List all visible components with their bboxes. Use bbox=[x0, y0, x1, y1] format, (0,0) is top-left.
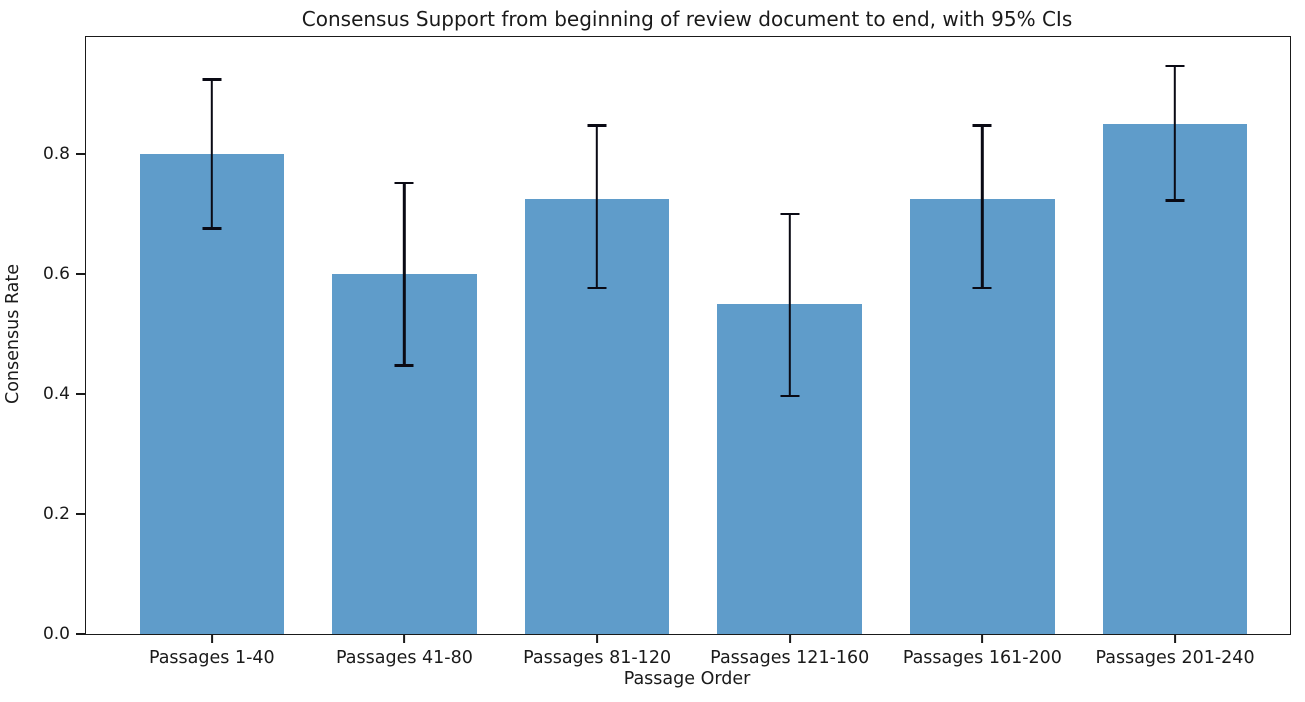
error-cap-lower-passages-81-120 bbox=[587, 286, 607, 290]
x-tick-mark bbox=[210, 634, 213, 643]
y-tick-label: 0.8 bbox=[42, 144, 70, 164]
error-cap-upper-passages-201-240 bbox=[1165, 64, 1185, 68]
x-tick-label-passages-1-40: Passages 1-40 bbox=[148, 648, 275, 668]
error-cap-lower-passages-121-160 bbox=[780, 394, 800, 398]
y-tick-label: 0.6 bbox=[42, 264, 70, 284]
error-cap-upper-passages-41-80 bbox=[394, 181, 414, 185]
x-tick-label-passages-41-80: Passages 41-80 bbox=[336, 648, 473, 668]
y-tick-mark bbox=[76, 633, 85, 635]
error-bar-passages-121-160 bbox=[788, 214, 791, 396]
x-tick-label-passages-161-200: Passages 161-200 bbox=[902, 648, 1062, 668]
error-cap-upper-passages-81-120 bbox=[587, 123, 607, 127]
error-cap-upper-passages-121-160 bbox=[780, 212, 800, 216]
error-bar-passages-201-240 bbox=[1173, 65, 1177, 201]
y-tick-mark bbox=[76, 513, 85, 515]
x-tick-mark bbox=[1174, 634, 1176, 643]
x-tick-mark bbox=[403, 634, 406, 643]
error-bar-passages-1-40 bbox=[210, 79, 214, 229]
x-tick-mark bbox=[596, 634, 598, 643]
error-cap-upper-passages-161-200 bbox=[972, 123, 992, 127]
y-tick-label: 0.4 bbox=[42, 384, 70, 404]
error-bar-passages-161-200 bbox=[981, 125, 984, 288]
error-bar-passages-81-120 bbox=[595, 125, 599, 288]
y-tick-mark bbox=[76, 273, 85, 275]
y-tick-label: 0.0 bbox=[42, 624, 70, 644]
x-tick-label-passages-201-240: Passages 201-240 bbox=[1095, 648, 1255, 668]
y-tick-mark bbox=[76, 393, 85, 395]
error-cap-lower-passages-1-40 bbox=[202, 227, 222, 230]
chart-title: Consensus Support from beginning of revi… bbox=[301, 7, 1073, 31]
bar-passages-1-40 bbox=[139, 154, 285, 634]
bar-passages-201-240 bbox=[1102, 124, 1248, 634]
error-cap-lower-passages-41-80 bbox=[394, 363, 414, 367]
error-cap-upper-passages-1-40 bbox=[202, 78, 222, 81]
x-tick-label-passages-81-120: Passages 81-120 bbox=[523, 648, 672, 668]
plot-area: 0.0 0.2 0.4 0.6 0.8 Passages 1-40 Passages 41-… bbox=[43, 36, 1291, 668]
y-tick-label: 0.2 bbox=[42, 504, 70, 524]
x-tick-mark bbox=[788, 634, 791, 643]
y-tick-mark bbox=[76, 153, 85, 155]
x-tick-mark bbox=[981, 634, 984, 643]
error-cap-lower-passages-201-240 bbox=[1165, 198, 1185, 202]
x-tick-label-passages-121-160: Passages 121-160 bbox=[710, 648, 870, 668]
error-cap-lower-passages-161-200 bbox=[972, 286, 992, 290]
x-axis-label: Passage Order bbox=[623, 669, 751, 689]
error-bar-passages-41-80 bbox=[403, 182, 406, 366]
